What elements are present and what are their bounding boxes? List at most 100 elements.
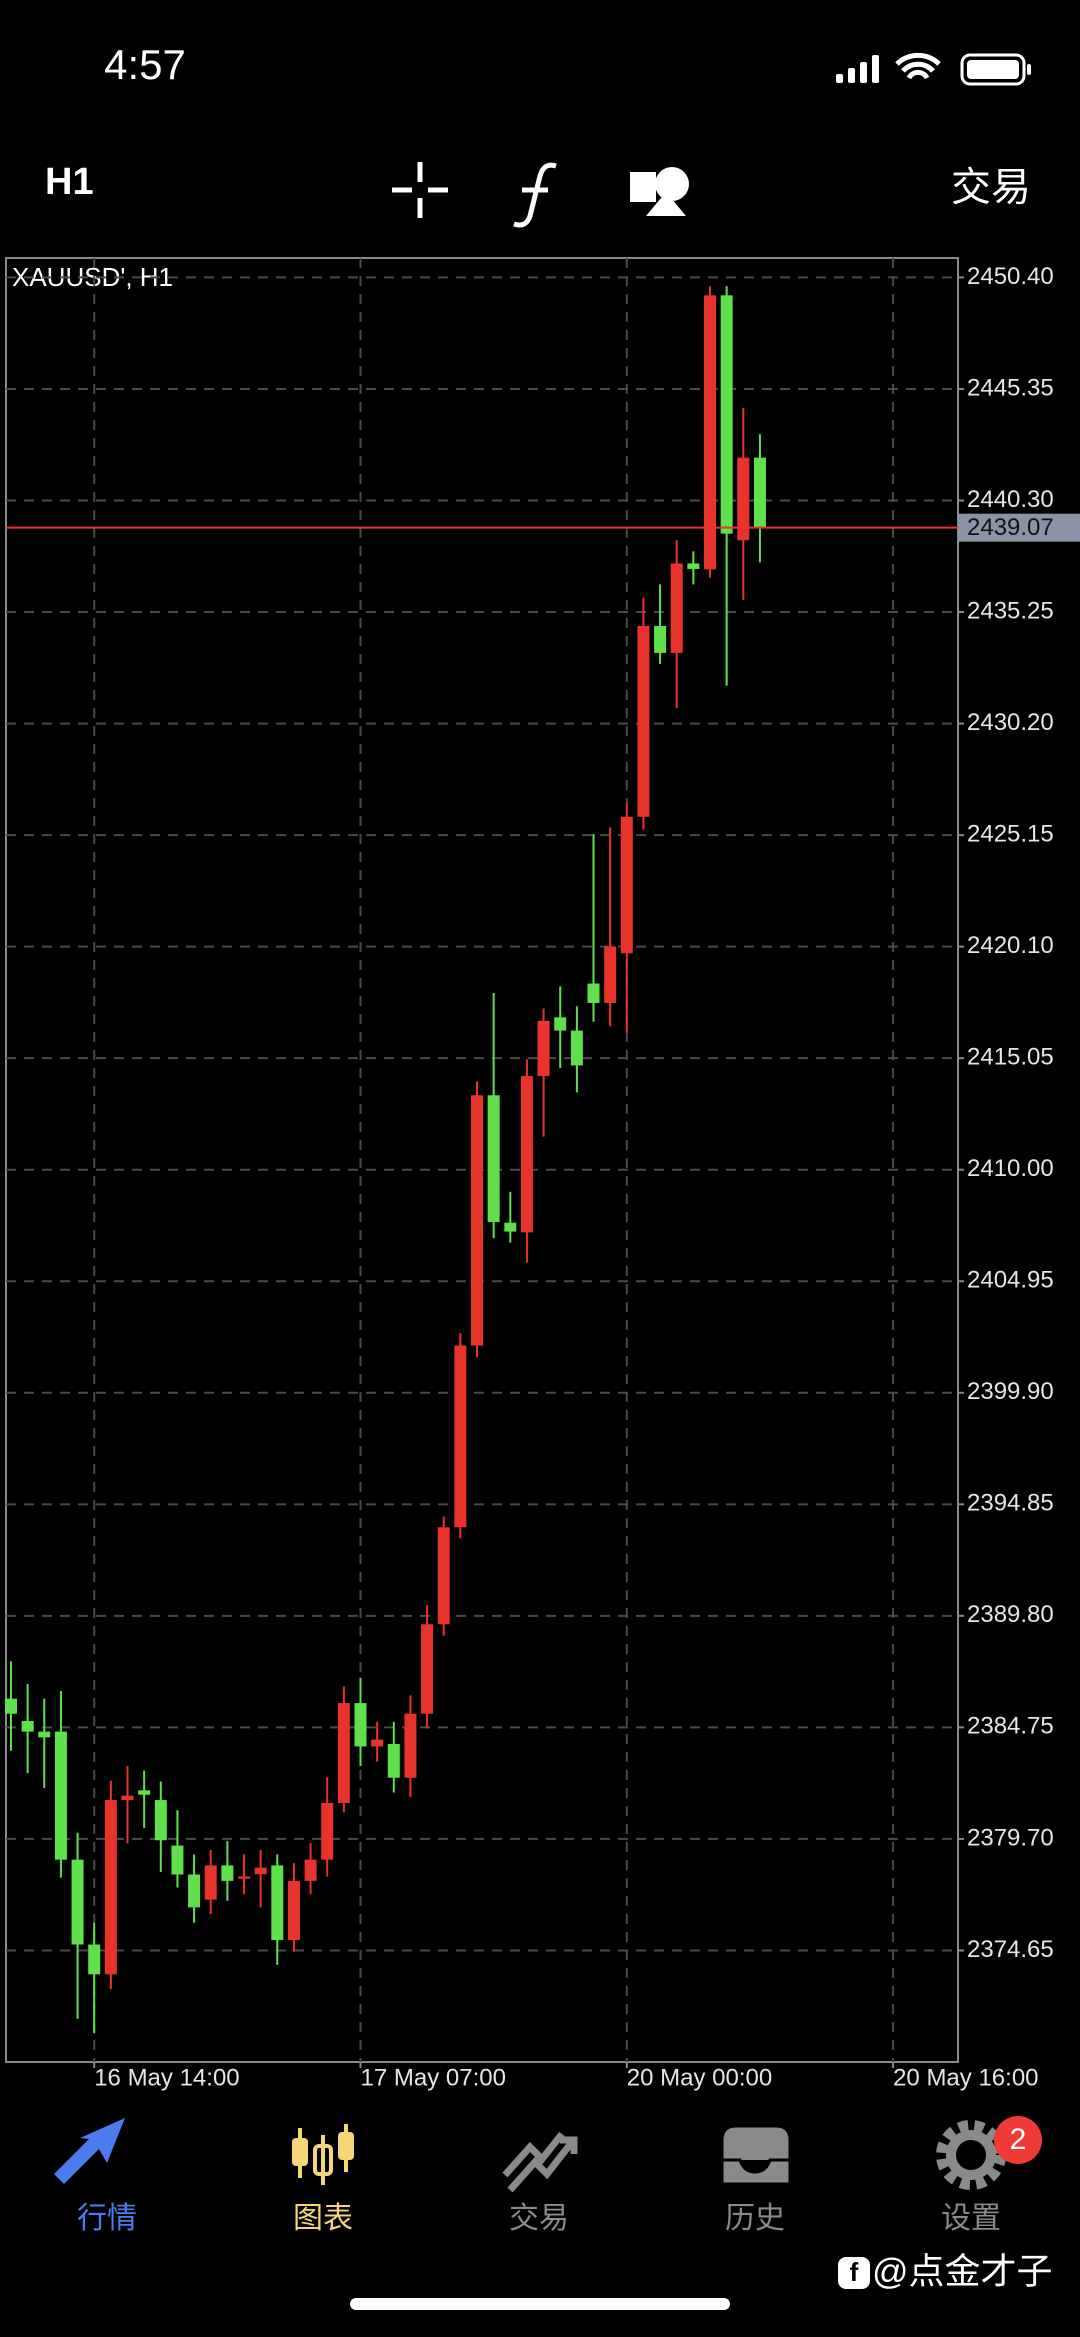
tab-label[interactable]: 行情	[77, 2202, 137, 2235]
candle-body	[337, 1703, 350, 1803]
y-tick-label: 2450.40	[967, 263, 1054, 290]
tab-label[interactable]: 设置	[941, 2202, 1001, 2235]
x-tick-label: 20 May 00:00	[627, 2064, 772, 2091]
watermark: f @点金才子	[838, 2251, 1053, 2292]
candle-body	[21, 1720, 34, 1732]
badge-count: 2	[1010, 2123, 1027, 2156]
candle-body	[637, 625, 650, 817]
candle-body	[354, 1703, 367, 1747]
candle-body	[304, 1859, 317, 1881]
candle-body	[138, 1790, 151, 1795]
candle-body	[254, 1867, 267, 1875]
candle-body	[454, 1345, 467, 1528]
candle-body	[188, 1874, 201, 1908]
candle-body	[537, 1020, 550, 1077]
tab-label[interactable]: 历史	[725, 2202, 785, 2235]
candle-body	[104, 1800, 117, 1975]
price-tag-label: 2439.07	[967, 514, 1054, 541]
y-tick-label: 2430.20	[967, 709, 1054, 736]
svg-text:f: f	[850, 2257, 859, 2287]
candle-body	[554, 1017, 567, 1031]
objects-button[interactable]	[630, 167, 689, 216]
candle-body	[154, 1800, 167, 1841]
tab-label[interactable]: 图表	[293, 2202, 353, 2235]
candle-body	[520, 1076, 533, 1233]
candle-body	[687, 563, 700, 569]
candle-body	[704, 295, 717, 570]
badge	[994, 2116, 1042, 2164]
home-indicator	[350, 2298, 730, 2310]
watermark-text: @点金才子	[872, 2251, 1053, 2292]
candle-body	[421, 1624, 434, 1714]
candle-body	[604, 946, 617, 1003]
candle-body	[204, 1865, 217, 1900]
candle-body	[387, 1743, 400, 1778]
x-tick-label: 16 May 14:00	[94, 2064, 239, 2091]
chart-icon	[292, 2124, 354, 2185]
candle-body	[171, 1845, 184, 1875]
candle-body	[654, 625, 667, 653]
chart-title: XAUUSD', H1	[12, 262, 173, 292]
candle-body	[737, 457, 750, 541]
tab-bar: 行情 图表 交易 历史 设置 2	[54, 2116, 1042, 2235]
x-tick-label: 20 May 16:00	[893, 2064, 1038, 2091]
candle-body	[570, 1030, 583, 1066]
candle-body	[321, 1802, 334, 1860]
y-tick-label: 2404.95	[967, 1267, 1054, 1294]
candle-body	[121, 1795, 134, 1801]
candle-body	[5, 1698, 17, 1714]
tab-label[interactable]: 交易	[509, 2202, 569, 2235]
candle-body	[620, 816, 633, 954]
candle-body	[38, 1731, 51, 1738]
candle-body	[371, 1739, 384, 1747]
y-tick-label: 2399.90	[967, 1378, 1054, 1405]
wifi-icon	[895, 52, 941, 80]
y-tick-label: 2445.35	[967, 374, 1054, 401]
history-icon	[720, 2124, 792, 2186]
candle-body	[71, 1859, 84, 1945]
candle-body	[238, 1876, 250, 1879]
y-tick-label: 2384.75	[967, 1713, 1054, 1740]
candle-body	[221, 1865, 234, 1881]
crosshair-button[interactable]	[392, 162, 448, 218]
y-tick-label: 2410.00	[967, 1155, 1054, 1182]
battery-icon	[960, 53, 1031, 86]
plot-frame	[5, 257, 959, 2063]
candle-body	[88, 1944, 101, 1975]
x-tick-label: 17 May 07:00	[361, 2064, 506, 2091]
indicator-button[interactable]	[513, 162, 557, 228]
y-tick-label: 2420.10	[967, 932, 1054, 959]
timeframe-button[interactable]: H1	[45, 161, 94, 203]
candle-body	[587, 983, 600, 1003]
candle-body	[404, 1713, 417, 1778]
y-tick-label: 2425.15	[967, 820, 1054, 847]
candle-body	[670, 563, 683, 653]
trade-icon	[502, 2131, 578, 2193]
price-tag	[958, 513, 1080, 542]
candle-body	[753, 457, 766, 528]
signal-icon	[836, 55, 879, 83]
y-tick-label: 2440.30	[967, 486, 1054, 513]
quotes-icon	[54, 2118, 125, 2184]
y-tick-label: 2415.05	[967, 1044, 1054, 1071]
candle-body	[487, 1095, 500, 1223]
candle-body	[471, 1095, 483, 1346]
settings-icon	[936, 2120, 1006, 2190]
candle-body	[54, 1731, 67, 1860]
y-tick-label: 2435.25	[967, 597, 1054, 624]
candle-body	[437, 1527, 450, 1625]
candle-body	[287, 1880, 300, 1941]
y-tick-label: 2389.80	[967, 1601, 1054, 1628]
y-tick-label: 2394.85	[967, 1490, 1054, 1517]
status-time: 4:57	[104, 41, 186, 88]
y-tick-label: 2374.65	[967, 1936, 1054, 1963]
trade-button[interactable]: 交易	[951, 166, 1031, 210]
candle-body	[504, 1222, 517, 1232]
chart: XAUUSD', H1 2450.40 2445.35 2440.30 2435.25…	[5, 257, 1080, 2091]
candle-body	[720, 295, 733, 534]
y-tick-label: 2379.70	[967, 1824, 1054, 1851]
